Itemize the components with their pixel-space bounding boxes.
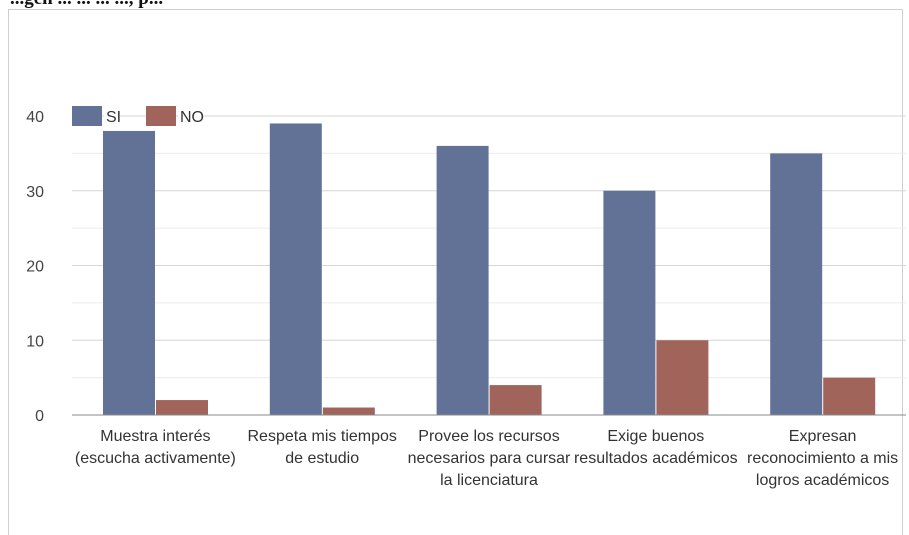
legend-label-background [104, 107, 120, 125]
y-tick-label: 10 [26, 333, 44, 350]
legend-label-no: NO [180, 109, 204, 126]
bar-si-3 [436, 145, 489, 415]
category-label-1: (escucha activamente) [75, 450, 236, 467]
bar-si-4 [603, 190, 656, 415]
category-label-2: Respeta mis tiempos [248, 428, 397, 445]
bar-no-2 [322, 407, 375, 415]
category-label-4: Exige buenos [607, 428, 704, 445]
legend-label-background [178, 107, 204, 125]
bar-no-5 [823, 377, 876, 415]
category-label-5: logros académicos [756, 472, 889, 489]
y-tick-label: 0 [35, 408, 44, 425]
bar-no-1 [156, 400, 208, 415]
bar-no-3 [489, 385, 542, 415]
category-label-5: reconocimiento a mis [747, 450, 898, 467]
legend-label-si: SI [106, 109, 121, 126]
category-label-5: Expresan [789, 428, 857, 445]
category-label-4: resultados académicos [574, 450, 738, 467]
legend-swatch-si [72, 106, 102, 126]
category-label-3: Provee los recursos [418, 428, 559, 445]
bar-si-5 [770, 153, 823, 415]
legend-swatch-no [146, 106, 176, 126]
bar-si-1 [103, 130, 155, 415]
y-tick-label: 40 [26, 109, 44, 126]
bar-si-2 [269, 123, 322, 415]
chart-frame [8, 9, 903, 535]
partial-header-text: ...gen ... ... ... ..., p... [10, 0, 890, 10]
category-label-1: Muestra interés [100, 428, 210, 445]
y-tick-label: 20 [26, 259, 44, 276]
category-label-3: la licenciatura [440, 472, 538, 489]
y-tick-label: 30 [26, 184, 44, 201]
category-label-2: de estudio [285, 450, 359, 467]
category-label-3: necesarios para cursar [408, 450, 571, 467]
bar-no-4 [656, 340, 709, 415]
